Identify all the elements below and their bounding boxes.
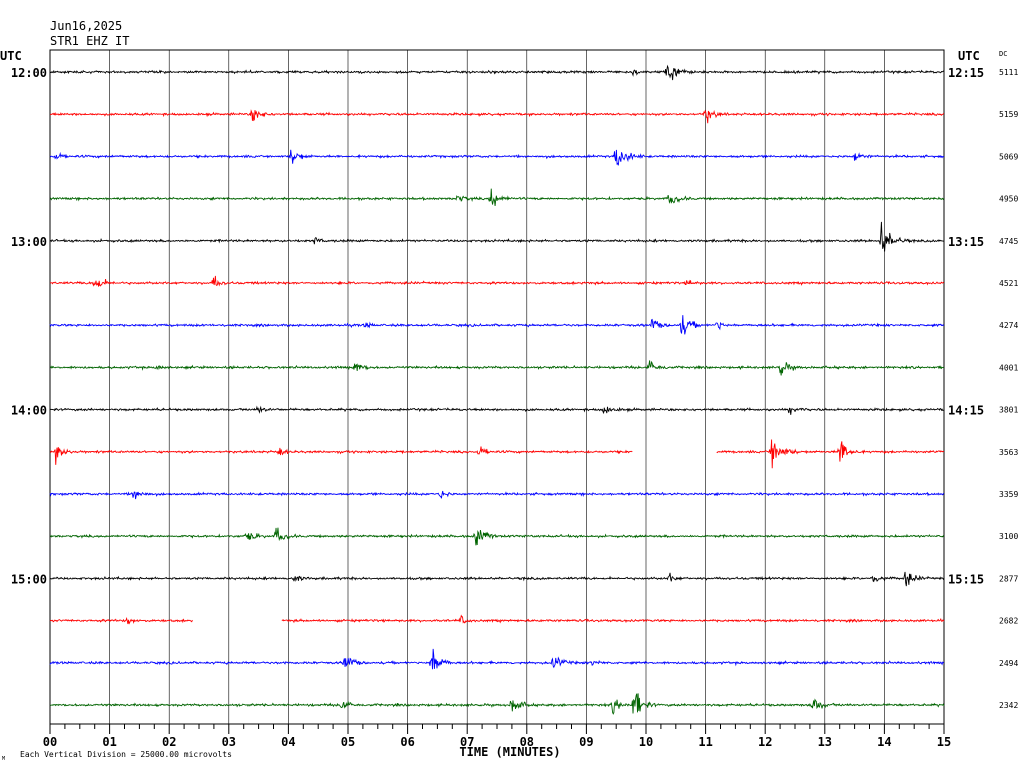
x-tick-label: 12 (758, 735, 772, 749)
seismic-trace (49, 360, 945, 376)
x-axis: 00 01 02 03 04 05 06 07 08 09 10 11 12 13 14 15 (43, 724, 951, 749)
seismic-trace (281, 614, 945, 624)
time-label-left: 14:00 (11, 404, 47, 418)
x-tick-label: 14 (877, 735, 891, 749)
dc-offset-label: 2494 (999, 659, 1018, 668)
x-tick-label: 03 (222, 735, 236, 749)
trace-labels: 12:00 12:15 5111 5159 5069 4950 13:00 13:15 4745… (11, 66, 1019, 710)
x-tick-label: 15 (937, 735, 951, 749)
seismic-trace (49, 109, 945, 124)
seismic-trace (49, 693, 945, 715)
seismic-trace (49, 490, 945, 500)
dc-offset-label: 5111 (999, 68, 1018, 77)
dc-offset-label: 2877 (999, 574, 1018, 583)
footer-mark: M (2, 756, 5, 762)
seismic-trace (49, 221, 945, 252)
dc-offset-label: 4521 (999, 279, 1018, 288)
dc-label: DC (999, 50, 1007, 58)
x-tick-label: 07 (460, 735, 474, 749)
dc-offset-label: 2342 (999, 701, 1018, 710)
dc-offset-label: 4001 (999, 363, 1018, 372)
x-tick-label: 06 (400, 735, 414, 749)
time-label-right: 13:15 (948, 235, 984, 249)
date-label: Jun16,2025 (50, 19, 122, 33)
seismic-trace (49, 446, 633, 465)
grid (49, 49, 945, 725)
time-label-left: 13:00 (11, 235, 47, 249)
dc-offset-label: 3801 (999, 406, 1018, 415)
seismic-trace (49, 64, 945, 81)
dc-offset-label: 4745 (999, 237, 1018, 246)
x-tick-label: 08 (520, 735, 534, 749)
x-tick-label: 10 (639, 735, 653, 749)
dc-offset-label: 4950 (999, 195, 1018, 204)
seismic-trace (49, 571, 945, 587)
x-tick-label: 01 (102, 735, 116, 749)
x-tick-label: 09 (579, 735, 593, 749)
x-tick-label: 11 (698, 735, 712, 749)
x-axis-label: TIME (MINUTES) (459, 745, 560, 759)
x-tick-label: 04 (281, 735, 295, 749)
time-label-right: 15:15 (948, 572, 984, 586)
utc-right-label: UTC (958, 49, 980, 63)
dc-offset-label: 3359 (999, 490, 1018, 499)
dc-offset-label: 4274 (999, 321, 1018, 330)
x-tick-label: 02 (162, 735, 176, 749)
time-label-left: 12:00 (11, 66, 47, 80)
seismic-trace (49, 188, 945, 207)
x-tick-label: 00 (43, 735, 57, 749)
seismic-trace (49, 616, 193, 625)
x-tick-label: 13 (818, 735, 832, 749)
seismic-trace (49, 315, 945, 335)
dc-offset-label: 5159 (999, 110, 1018, 119)
seismic-trace (49, 648, 945, 670)
seismic-trace (49, 275, 945, 287)
seismic-trace (49, 405, 945, 415)
seismic-traces (49, 64, 945, 715)
seismic-trace (49, 527, 945, 546)
scale-note: Each Vertical Division = 25000.00 microv… (20, 750, 232, 759)
seismic-trace (716, 439, 945, 469)
plot-frame (49, 49, 945, 725)
dc-offset-label: 3563 (999, 448, 1018, 457)
dc-offset-label: 3100 (999, 532, 1018, 541)
station-label: STR1 EHZ IT (50, 34, 129, 48)
utc-left-label: UTC (0, 49, 22, 63)
time-label-right: 12:15 (948, 66, 984, 80)
seismic-trace (49, 149, 945, 166)
time-label-right: 14:15 (948, 404, 984, 418)
x-tick-label: 05 (341, 735, 355, 749)
dc-offset-label: 5069 (999, 152, 1018, 161)
time-label-left: 15:00 (11, 572, 47, 586)
dc-offset-label: 2682 (999, 617, 1018, 626)
